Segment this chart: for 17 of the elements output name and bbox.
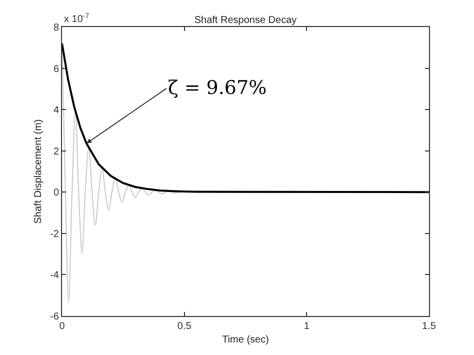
y-tick-label: 8 [53,22,60,34]
y-axis-title: Shaft Displacement (m) [33,119,44,224]
x-tick-label: 0.5 [177,321,192,332]
y-tick-label: 6 [53,64,60,75]
annotation: ζ = 9.67% [168,77,267,99]
y-tick-label: 4 [53,105,60,116]
line-series [62,42,429,194]
y-tick-label: 2 [53,146,60,158]
text: x 10$^{-7}$ [64,13,90,26]
y-tick-label: -2 [50,228,60,240]
x-axis-title: Time (sec) [222,334,269,346]
chart-title: Shaft Response Decay [194,15,297,26]
x-tick-label: 1.5 [422,321,436,332]
y-tick-label: -4 [50,270,60,282]
y-tick-label: -6 [50,312,60,322]
y-tick-label: 0 [53,188,60,199]
x-tick-label: 1 [304,321,310,332]
